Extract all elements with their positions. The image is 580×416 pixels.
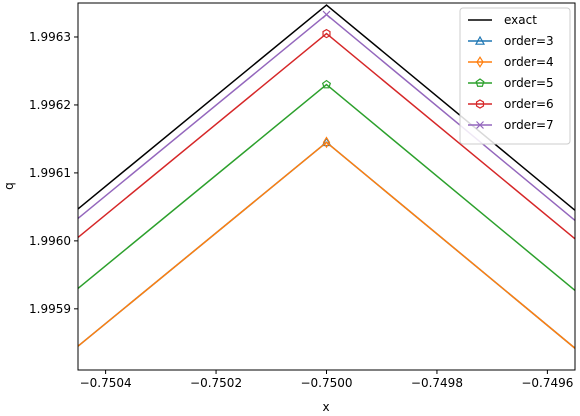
series-line-1 (78, 141, 575, 349)
series-marker-3 (321, 79, 332, 89)
legend-label: order=5 (504, 76, 554, 90)
y-tick-label: 1.9959 (29, 302, 71, 316)
legend-marker (474, 35, 486, 45)
y-tick-label: 1.9962 (29, 98, 71, 112)
legend: exact order=3 order=4 order=5 order=6 order=7 (459, 7, 571, 145)
series-marker-1 (321, 137, 332, 147)
series-line-2 (78, 141, 575, 349)
legend-marker (476, 56, 484, 68)
legend-item: order=5 (468, 76, 554, 90)
legend-item: order=7 (468, 118, 554, 132)
x-tick-label: −0.7504 (80, 376, 132, 390)
legend-item: exact (468, 13, 537, 27)
series-marker-4 (322, 28, 331, 39)
legend-item: order=3 (468, 34, 554, 48)
y-axis: 1.9959 1.9960 1.9961 1.9962 1.9963 (29, 30, 78, 316)
x-tick-label: −0.7500 (300, 376, 352, 390)
legend-label: order=4 (504, 55, 554, 69)
legend-marker (476, 121, 484, 129)
x-tick-label: −0.7498 (411, 376, 463, 390)
x-tick-label: −0.7496 (521, 376, 573, 390)
legend-marker (475, 99, 485, 109)
y-tick-label: 1.9960 (29, 234, 71, 248)
series-marker-2 (322, 136, 331, 149)
y-tick-label: 1.9961 (29, 166, 71, 180)
legend-label: order=7 (504, 118, 554, 132)
legend-item: order=4 (468, 55, 554, 69)
legend-marker (475, 78, 485, 87)
x-tick-label: −0.7502 (190, 376, 242, 390)
legend-box (459, 7, 571, 145)
legend-label: exact (504, 13, 537, 27)
legend-label: order=6 (504, 97, 554, 111)
series-line-3 (78, 83, 575, 292)
y-axis-label: q (2, 182, 16, 190)
legend-label: order=3 (504, 34, 554, 48)
series-line-4 (78, 32, 575, 240)
series-marker-5 (322, 10, 331, 19)
x-axis-label: x (322, 400, 329, 414)
x-axis: −0.7504 −0.7502 −0.7500 −0.7498 −0.7496 (80, 370, 573, 390)
y-tick-label: 1.9963 (29, 30, 71, 44)
legend-item: order=6 (468, 97, 554, 111)
